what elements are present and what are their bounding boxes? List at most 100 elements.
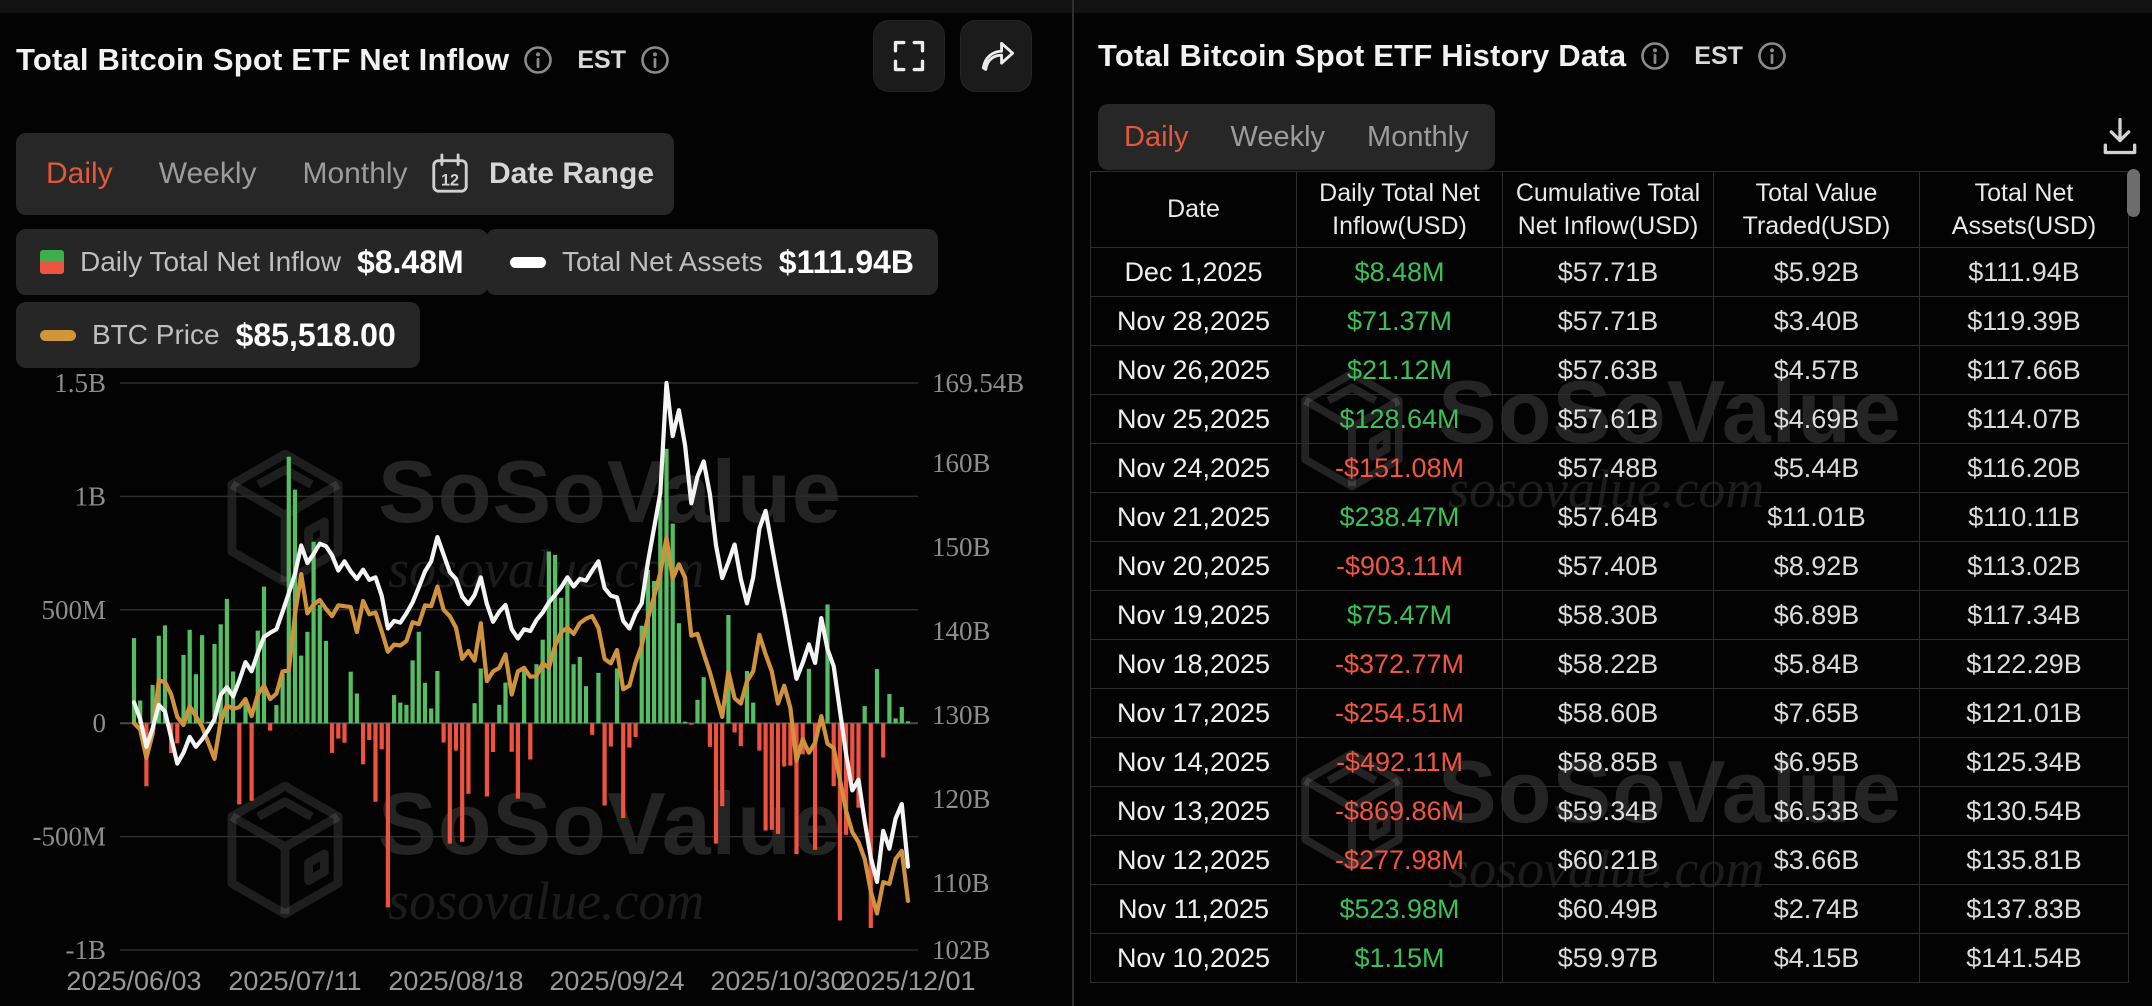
table-cell: $119.39B [1919, 296, 2129, 346]
table-cell: $2.74B [1713, 884, 1920, 934]
history-table-header: Date Daily Total Net Inflow(USD) Cumulativ… [1090, 171, 2129, 248]
info-icon[interactable] [1757, 41, 1787, 71]
svg-text:1B: 1B [74, 481, 106, 511]
table-cell: $3.66B [1713, 835, 1920, 885]
download-button[interactable] [2092, 108, 2148, 164]
tab-monthly[interactable]: Monthly [302, 157, 408, 190]
table-cell: $8.48M [1296, 247, 1503, 297]
page-title: Total Bitcoin Spot ETF Net Inflow [16, 42, 510, 77]
table-cell: $4.15B [1713, 933, 1920, 983]
table-cell: Nov 24,2025 [1090, 443, 1297, 493]
svg-text:2025/12/01: 2025/12/01 [840, 966, 975, 996]
table-cell: $59.97B [1502, 933, 1714, 983]
legend-total-net-assets[interactable]: Total Net Assets $111.94B [486, 229, 939, 295]
inflow-chart[interactable]: 1.5B 1B 500M 0 -500M -1B 169.54B 160B 150B 140B 13… [16, 360, 1062, 1002]
column-header: Total Net Assets(USD) [1919, 171, 2129, 248]
table-cell: Nov 11,2025 [1090, 884, 1297, 934]
table-row: Nov 19,2025 $75.47M $58.30B $6.89B $117.34B [1090, 590, 2129, 640]
fullscreen-button[interactable] [873, 20, 945, 92]
history-table: Date Daily Total Net Inflow(USD) Cumulativ… [1090, 171, 2129, 983]
table-row: Nov 13,2025 -$869.86M $59.34B $6.53B $130.54… [1090, 786, 2129, 836]
svg-text:1.5B: 1.5B [54, 368, 106, 398]
table-period-tabs: Daily Weekly Monthly [1098, 104, 1495, 170]
svg-text:2025/08/18: 2025/08/18 [388, 966, 523, 996]
table-cell: $114.07B [1919, 394, 2129, 444]
svg-text:110B: 110B [932, 868, 990, 898]
date-range-label: Date Range [488, 157, 655, 190]
table-row: Nov 21,2025 $238.47M $57.64B $11.01B $110.11… [1090, 492, 2129, 542]
info-icon[interactable] [523, 45, 553, 75]
table-cell: Nov 10,2025 [1090, 933, 1297, 983]
tab-weekly[interactable]: Weekly [1230, 120, 1326, 153]
table-cell: Nov 14,2025 [1090, 737, 1297, 787]
table-cell: -$254.51M [1296, 688, 1503, 738]
table-row: Nov 28,2025 $71.37M $57.71B $3.40B $119.39B [1090, 296, 2129, 346]
legend-label: Daily Total Net Inflow [80, 246, 341, 277]
table-row: Nov 10,2025 $1.15M $59.97B $4.15B $141.54B [1090, 933, 2129, 983]
table-cell: $60.49B [1502, 884, 1714, 934]
table-cell: $7.65B [1713, 688, 1920, 738]
table-cell: $110.11B [1919, 492, 2129, 542]
table-cell: $21.12M [1296, 345, 1503, 395]
table-cell: $58.85B [1502, 737, 1714, 787]
tab-daily[interactable]: Daily [1124, 120, 1189, 153]
table-cell: $6.89B [1713, 590, 1920, 640]
tab-daily[interactable]: Daily [46, 157, 113, 190]
table-cell: $137.83B [1919, 884, 2129, 934]
table-cell: $238.47M [1296, 492, 1503, 542]
table-cell: $111.94B [1919, 247, 2129, 297]
table-cell: $5.84B [1713, 639, 1920, 689]
table-row: Nov 11,2025 $523.98M $60.49B $2.74B $137.83B [1090, 884, 2129, 934]
table-cell: Nov 12,2025 [1090, 835, 1297, 885]
svg-text:140B: 140B [932, 616, 991, 646]
table-cell: Nov 17,2025 [1090, 688, 1297, 738]
info-icon[interactable] [640, 45, 670, 75]
table-cell: Nov 13,2025 [1090, 786, 1297, 836]
table-cell: $6.95B [1713, 737, 1920, 787]
table-cell: $117.66B [1919, 345, 2129, 395]
table-cell: $1.15M [1296, 933, 1503, 983]
svg-text:2025/07/11: 2025/07/11 [228, 966, 361, 996]
table-cell: $58.30B [1502, 590, 1714, 640]
svg-text:0: 0 [93, 708, 107, 738]
table-cell: $58.60B [1502, 688, 1714, 738]
top-strip [0, 0, 2152, 13]
legend-btc-price[interactable]: BTC Price $85,518.00 [16, 302, 420, 368]
table-row: Nov 24,2025 -$151.08M $57.48B $5.44B $116.20… [1090, 443, 2129, 493]
table-row: Nov 12,2025 -$277.98M $60.21B $3.66B $135.81… [1090, 835, 2129, 885]
tab-monthly[interactable]: Monthly [1367, 120, 1469, 153]
table-cell: $57.48B [1502, 443, 1714, 493]
svg-text:160B: 160B [932, 448, 991, 478]
svg-text:12: 12 [441, 171, 459, 189]
tab-weekly[interactable]: Weekly [158, 157, 257, 190]
table-cell: Nov 19,2025 [1090, 590, 1297, 640]
table-cell: Dec 1,2025 [1090, 247, 1297, 297]
table-cell: $130.54B [1919, 786, 2129, 836]
inflow-chart-area: SoSoValue sosovalue.com SoSoValue sosovalu… [16, 360, 1062, 1002]
svg-text:130B: 130B [932, 700, 991, 730]
table-cell: Nov 25,2025 [1090, 394, 1297, 444]
table-cell: $57.71B [1502, 247, 1714, 297]
date-range-button[interactable]: 12 Date Range [409, 133, 674, 215]
svg-text:2025/06/03: 2025/06/03 [66, 966, 201, 996]
table-cell: $59.34B [1502, 786, 1714, 836]
table-row: Dec 1,2025 $8.48M $57.71B $5.92B $111.94B [1090, 247, 2129, 297]
info-icon[interactable] [1640, 41, 1670, 71]
table-scrollbar-thumb[interactable] [2127, 169, 2140, 217]
legend-daily-net-inflow[interactable]: Daily Total Net Inflow $8.48M [16, 229, 488, 295]
table-cell: $141.54B [1919, 933, 2129, 983]
svg-text:120B: 120B [932, 784, 991, 814]
left-panel-header: Total Bitcoin Spot ETF Net Inflow EST [16, 42, 670, 78]
svg-text:500M: 500M [41, 595, 106, 625]
table-cell: $58.22B [1502, 639, 1714, 689]
table-cell: $60.21B [1502, 835, 1714, 885]
table-cell: -$492.11M [1296, 737, 1503, 787]
share-button[interactable] [960, 20, 1032, 92]
calendar-icon: 12 [432, 153, 468, 193]
table-cell: $5.44B [1713, 443, 1920, 493]
btc-series-dash-icon [40, 329, 76, 341]
column-header: Date [1090, 171, 1297, 248]
column-header: Total Value Traded(USD) [1713, 171, 1920, 248]
table-cell: $128.64M [1296, 394, 1503, 444]
